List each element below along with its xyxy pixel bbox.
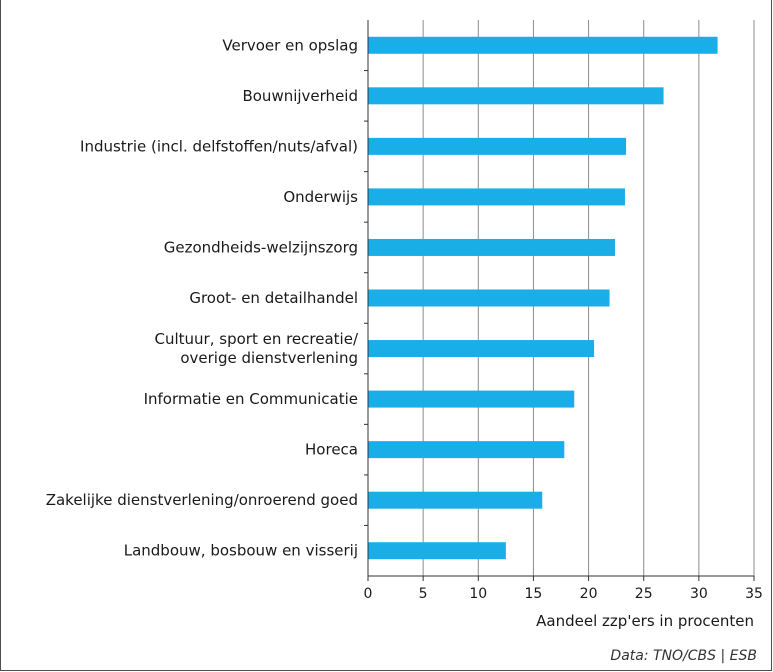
bar [368, 36, 718, 54]
category-label: Horeca [305, 441, 358, 459]
x-tick-label: 20 [580, 586, 598, 602]
category-label: Industrie (incl. delfstoffen/nuts/afval) [80, 137, 358, 155]
category-label: Zakelijke dienstverlening/onroerend goed [46, 491, 358, 509]
x-axis-title: Aandeel zzp'ers in procenten [536, 612, 754, 630]
x-tick-label: 35 [745, 586, 763, 602]
bar [368, 137, 627, 155]
x-tick-label: 10 [469, 586, 487, 602]
x-tick-label: 0 [364, 586, 373, 602]
bar [368, 491, 543, 509]
x-tick-label: 15 [525, 586, 543, 602]
category-label: Vervoer en opslag [222, 36, 358, 54]
x-tick-label: 5 [419, 586, 428, 602]
bars [368, 36, 718, 560]
bar [368, 441, 565, 459]
category-label: Gezondheids-welzijnszorg [164, 238, 358, 256]
x-tick-labels: 0 5 10 15 20 25 30 35 [364, 586, 763, 602]
category-label: Onderwijs [283, 188, 358, 206]
bar [368, 87, 664, 105]
source-credit: Data: TNO/CBS | ESB [610, 648, 757, 664]
bar [368, 542, 506, 560]
bar [368, 289, 610, 307]
bar [368, 390, 575, 408]
x-tick-label: 30 [690, 586, 708, 602]
category-labels: Vervoer en opslag Bouwnijverheid Industrie… [46, 36, 359, 559]
bar [368, 188, 625, 206]
bar [368, 340, 595, 358]
category-label: Bouwnijverheid [242, 87, 358, 105]
category-label: Landbouw, bosbouw en visserij [124, 542, 358, 560]
category-label: Groot- en detailhandel [189, 289, 358, 307]
bar [368, 238, 616, 256]
category-label: Cultuur, sport en recreatie/overige dien… [155, 330, 359, 367]
category-label: Informatie en Communicatie [144, 390, 358, 408]
x-tick-label: 25 [635, 586, 653, 602]
axes [364, 20, 755, 581]
